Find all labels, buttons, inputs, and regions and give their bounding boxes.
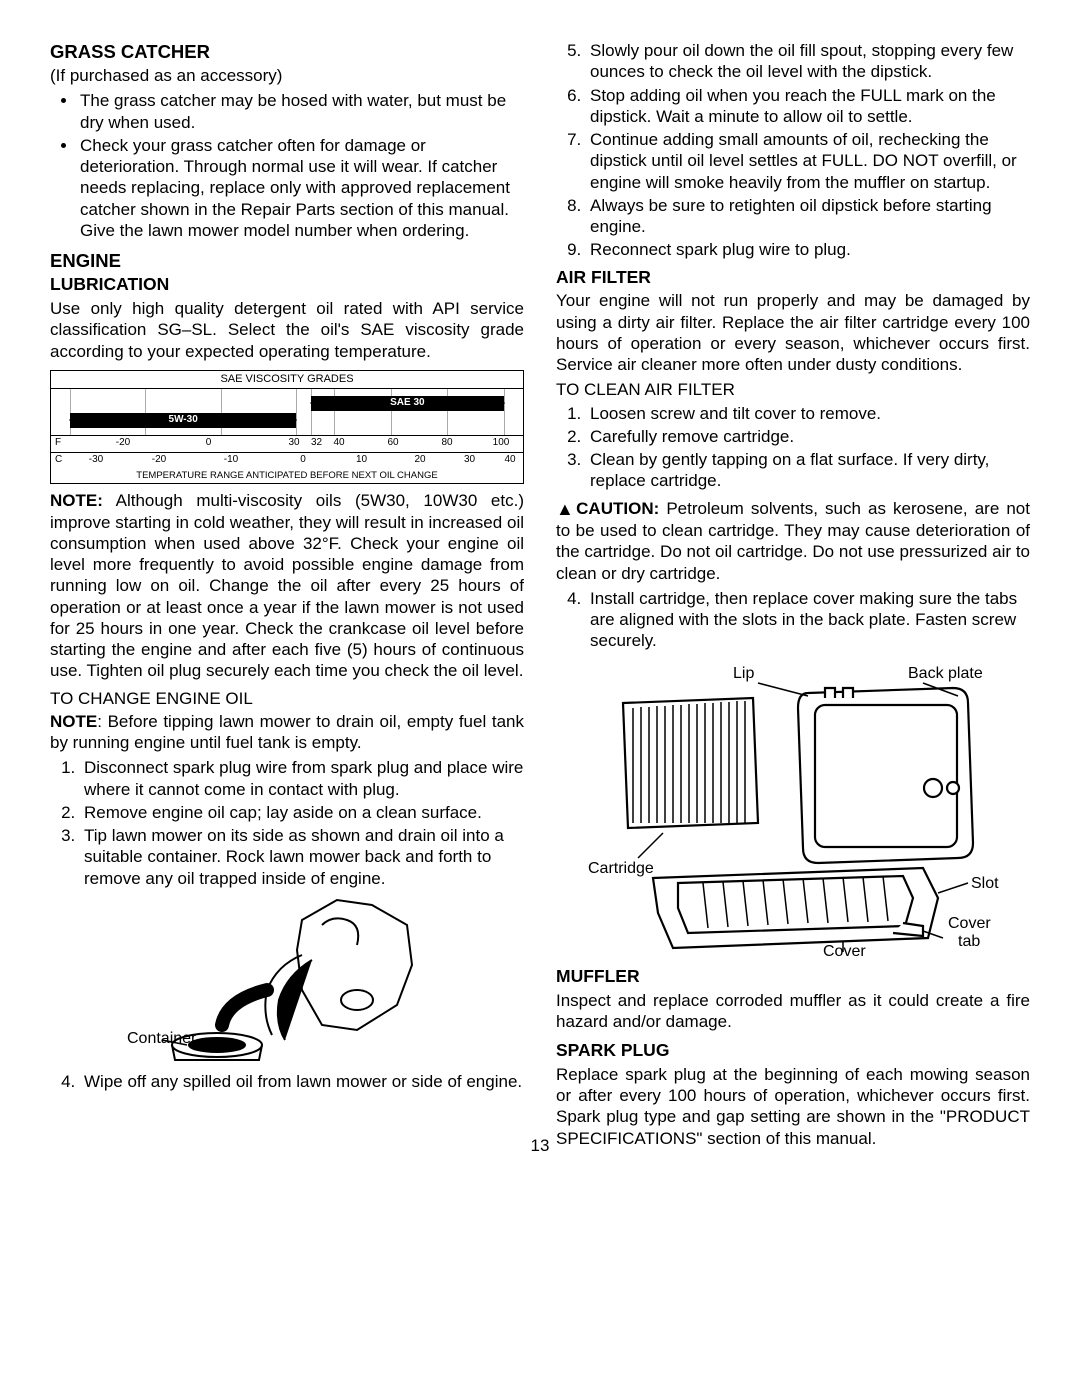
- viscosity-chart: SAE VISCOSITY GRADES 5W-30SAE 30 F -2003…: [50, 370, 524, 485]
- lubrication-text: Use only high quality detergent oil rate…: [50, 298, 524, 362]
- grass-catcher-subtitle: (If purchased as an accessory): [50, 65, 524, 86]
- list-item: Loosen screw and tilt cover to remove.: [586, 403, 1030, 424]
- air-filter-intro: Your engine will not run properly and ma…: [556, 290, 1030, 375]
- grass-catcher-heading: GRASS CATCHER: [50, 40, 524, 63]
- air-filter-steps-b: Install cartridge, then replace cover ma…: [556, 588, 1030, 652]
- cover-label: Cover: [823, 943, 866, 958]
- list-item: Slowly pour oil down the oil fill spout,…: [586, 40, 1030, 83]
- oil-drain-figure: Container: [127, 895, 447, 1065]
- muffler-heading: MUFFLER: [556, 966, 1030, 988]
- warning-icon: ▲: [556, 499, 576, 519]
- list-item: Wipe off any spilled oil from lawn mower…: [80, 1071, 524, 1092]
- change-oil-note: NOTE: Before tipping lawn mower to drain…: [50, 711, 524, 754]
- note-text: Although multi-viscosity oils (5W30, 10W…: [50, 491, 524, 680]
- muffler-text: Inspect and replace corroded muffler as …: [556, 990, 1030, 1033]
- note-text: : Before tipping lawn mower to drain oil…: [50, 712, 524, 752]
- caution-label: CAUTION:: [576, 499, 659, 518]
- chart-f-row: F -2003032406080100: [51, 436, 523, 453]
- grass-catcher-bullets: The grass catcher may be hosed with wate…: [50, 90, 524, 241]
- f-label: F: [55, 438, 69, 450]
- list-item: Install cartridge, then replace cover ma…: [586, 588, 1030, 652]
- list-item: Disconnect spark plug wire from spark pl…: [80, 757, 524, 800]
- list-item: The grass catcher may be hosed with wate…: [78, 90, 524, 133]
- list-item: Clean by gently tapping on a flat surfac…: [586, 449, 1030, 492]
- lip-label: Lip: [733, 665, 754, 682]
- list-item: Tip lawn mower on its side as shown and …: [80, 825, 524, 889]
- change-oil-steps-b: Wipe off any spilled oil from lawn mower…: [50, 1071, 524, 1092]
- list-item: Check your grass catcher often for damag…: [78, 135, 524, 241]
- list-item: Reconnect spark plug wire to plug.: [586, 239, 1030, 260]
- engine-heading: ENGINE: [50, 249, 524, 272]
- change-oil-steps-a: Disconnect spark plug wire from spark pl…: [50, 757, 524, 889]
- air-filter-caution: ▲CAUTION: Petroleum solvents, such as ke…: [556, 498, 1030, 584]
- c-ticks: -30-20-10010203040: [69, 455, 519, 467]
- lubrication-heading: LUBRICATION: [50, 274, 524, 296]
- list-item: Continue adding small amounts of oil, re…: [586, 129, 1030, 193]
- right-column: Slowly pour oil down the oil fill spout,…: [556, 40, 1030, 1153]
- chart-footer: TEMPERATURE RANGE ANTICIPATED BEFORE NEX…: [51, 469, 523, 484]
- cartridge-label: Cartridge: [588, 860, 654, 877]
- f-ticks: -2003032406080100: [69, 438, 519, 450]
- list-item: Carefully remove cartridge.: [586, 426, 1030, 447]
- note-label: NOTE: [50, 712, 97, 731]
- cover-tab-label2: tab: [958, 933, 980, 950]
- left-column: GRASS CATCHER (If purchased as an access…: [50, 40, 524, 1153]
- chart-title: SAE VISCOSITY GRADES: [51, 371, 523, 389]
- slot-label: Slot: [971, 875, 999, 892]
- c-label: C: [55, 455, 69, 467]
- cover-tab-label1: Cover: [948, 915, 991, 932]
- page-number: 13: [50, 1135, 1030, 1156]
- air-filter-heading: AIR FILTER: [556, 267, 1030, 289]
- chart-c-row: C -30-20-10010203040: [51, 453, 523, 469]
- chart-bars-area: 5W-30SAE 30: [51, 389, 523, 436]
- note-label: NOTE:: [50, 491, 103, 510]
- container-label: Container: [127, 1030, 197, 1047]
- list-item: Remove engine oil cap; lay aside on a cl…: [80, 802, 524, 823]
- spark-plug-heading: SPARK PLUG: [556, 1040, 1030, 1062]
- air-filter-steps-a: Loosen screw and tilt cover to remove. C…: [556, 403, 1030, 492]
- list-item: Stop adding oil when you reach the FULL …: [586, 85, 1030, 128]
- back-plate-label: Back plate: [908, 665, 983, 682]
- list-item: Always be sure to retighten oil dipstick…: [586, 195, 1030, 238]
- change-oil-steps-continued: Slowly pour oil down the oil fill spout,…: [556, 40, 1030, 261]
- air-filter-figure: Lip Back plate Cartridge Slot Cover Cove…: [583, 658, 1003, 958]
- to-clean-air-filter-heading: TO CLEAN AIR FILTER: [556, 379, 1030, 400]
- to-change-oil-heading: TO CHANGE ENGINE OIL: [50, 688, 524, 709]
- viscosity-note: NOTE: Although multi-viscosity oils (5W3…: [50, 490, 524, 681]
